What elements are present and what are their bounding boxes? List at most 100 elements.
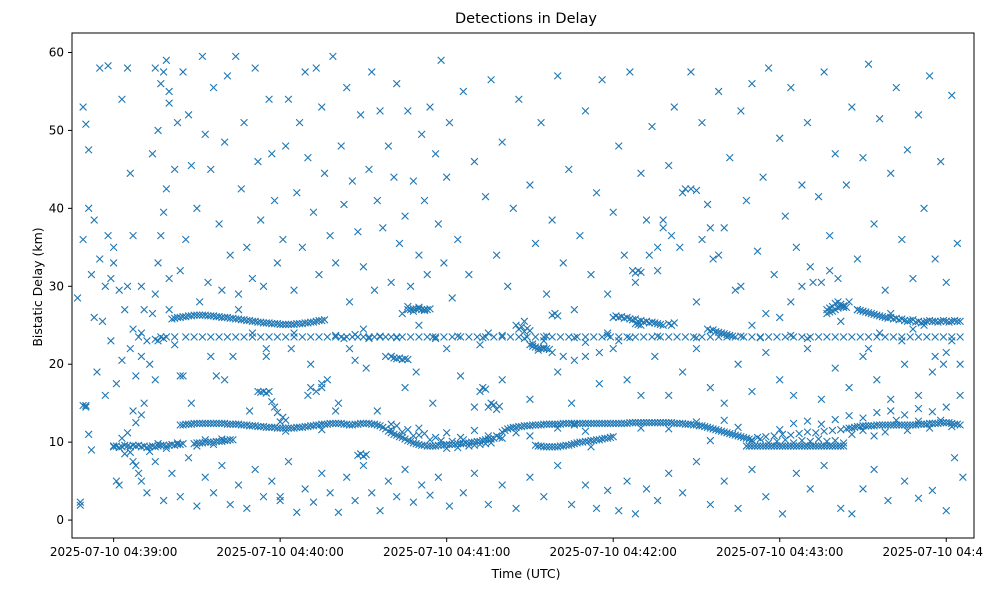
data-point [637,321,645,330]
data-point [720,416,729,425]
data-point [431,334,440,343]
data-point [259,492,268,501]
data-point [395,432,404,441]
data-point [326,231,334,240]
data-point [548,443,556,451]
data-point [226,420,234,429]
data-point [120,450,129,458]
data-point [628,316,637,324]
data-point [834,442,842,450]
data-point [914,417,923,425]
data-point [223,72,232,80]
data-point [540,420,548,429]
data-point [637,169,645,178]
data-point [109,243,118,252]
data-point [498,333,506,341]
data-point [881,313,889,322]
data-point [193,442,201,450]
data-point [528,340,537,348]
data-point [345,344,354,353]
data-point [262,344,271,353]
data-point [728,430,737,439]
data-point [584,419,593,428]
data-point [276,496,284,505]
data-point [814,435,823,443]
data-point [595,436,604,444]
data-point [387,425,395,434]
data-point [348,177,357,185]
data-point [317,425,326,434]
data-point [806,485,815,493]
data-point [853,255,862,263]
data-point [143,489,151,497]
data-point [148,442,157,450]
data-point [406,333,415,341]
data-point [406,282,415,291]
data-point [748,442,756,450]
data-point [803,417,812,425]
data-point [578,419,587,428]
data-point [551,420,559,429]
data-point [845,411,853,420]
data-point [442,173,451,181]
data-point [215,220,223,228]
data-point [162,185,171,193]
data-point [434,473,443,482]
data-point [945,418,953,427]
data-point [881,421,889,429]
data-point [914,494,923,503]
data-point [931,352,939,361]
data-point [129,325,137,333]
data-point [390,430,398,439]
data-point [692,333,701,342]
data-point [245,421,254,430]
data-point [392,333,401,342]
data-point [723,330,731,339]
data-point [592,504,601,513]
data-point [273,333,282,341]
data-point [870,310,878,319]
data-point [329,419,337,428]
data-point [692,457,701,466]
data-point [617,419,626,428]
data-point [798,333,806,341]
data-point [165,87,173,96]
data-point [442,444,451,453]
data-point [798,181,806,189]
y-tick-label: 50 [49,123,64,137]
data-point [220,376,229,384]
data-point [334,508,343,517]
data-point [118,95,126,104]
data-point [942,317,951,326]
data-point [215,419,223,428]
data-point [512,321,520,330]
data-point [814,192,823,201]
data-point [606,419,615,428]
data-point [587,270,595,279]
data-point [101,391,110,400]
data-point [900,316,909,325]
data-point [789,442,798,450]
data-point [198,419,207,428]
data-point [664,425,673,433]
data-point [626,418,634,427]
data-point [168,469,176,478]
data-point [681,185,690,193]
data-point [603,419,612,428]
data-point [298,333,307,341]
data-point [437,56,445,65]
data-point [204,312,212,320]
data-point [798,282,806,291]
data-point [781,442,790,450]
data-point [498,376,506,384]
data-point [390,354,398,362]
data-point [762,492,770,501]
data-point [706,436,715,445]
data-point [653,266,662,275]
data-point [356,419,365,428]
data-point [329,52,337,61]
data-point [953,317,962,326]
data-point [540,492,548,501]
data-point [415,321,423,330]
data-point [626,333,634,342]
